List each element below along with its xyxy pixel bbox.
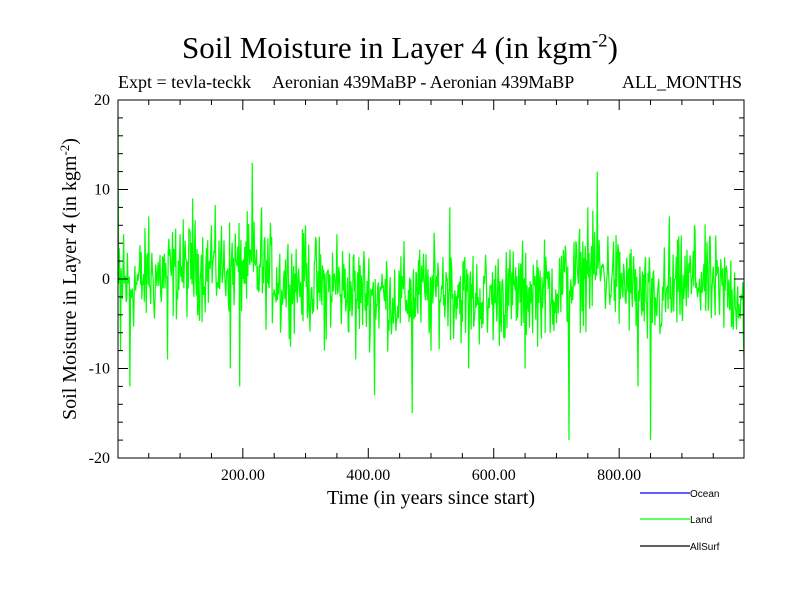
- y-tick-label: 20: [94, 92, 110, 109]
- y-axis-title-close: ): [59, 138, 81, 145]
- x-tick-label: 600.00: [472, 467, 516, 484]
- chart-title: Soil Moisture in Layer 4 (in kgm-2): [0, 30, 800, 66]
- y-tick-label: -10: [89, 361, 110, 378]
- y-axis-title-exponent: -2: [57, 145, 72, 156]
- x-tick-label: 800.00: [597, 467, 641, 484]
- x-tick-label: 400.00: [346, 467, 390, 484]
- ticks-layer: 200.00 400.00 600.00 800.00 -20 -10 0 10 20: [89, 92, 744, 484]
- y-tick-label: 0: [102, 271, 110, 288]
- y-tick-label: -20: [89, 450, 110, 467]
- x-tick-label: 200.00: [221, 467, 265, 484]
- legend-label-land: Land: [690, 515, 712, 526]
- y-axis-title: Soil Moisture in Layer 4 (in kgm-2): [57, 138, 82, 420]
- series-layer: [117, 117, 745, 441]
- chart-title-text: Soil Moisture in Layer 4 (in kgm: [182, 30, 592, 65]
- y-tick-label: 10: [94, 182, 110, 199]
- x-axis-title: Time (in years since start): [327, 487, 535, 509]
- chart-title-exponent: -2: [591, 30, 608, 52]
- chart-title-close: ): [607, 30, 618, 65]
- comparison-label: Aeronian 439MaBP - Aeronian 439MaBP: [272, 72, 575, 92]
- legend: Ocean Land AllSurf: [640, 489, 720, 553]
- legend-label-allsurf: AllSurf: [690, 542, 720, 553]
- experiment-label: Expt = tevla-teckk: [118, 72, 252, 92]
- months-label: ALL_MONTHS: [622, 72, 742, 92]
- y-axis-title-text: Soil Moisture in Layer 4 (in kgm: [59, 155, 81, 420]
- legend-label-ocean: Ocean: [690, 489, 719, 500]
- land-series-line: [117, 117, 745, 441]
